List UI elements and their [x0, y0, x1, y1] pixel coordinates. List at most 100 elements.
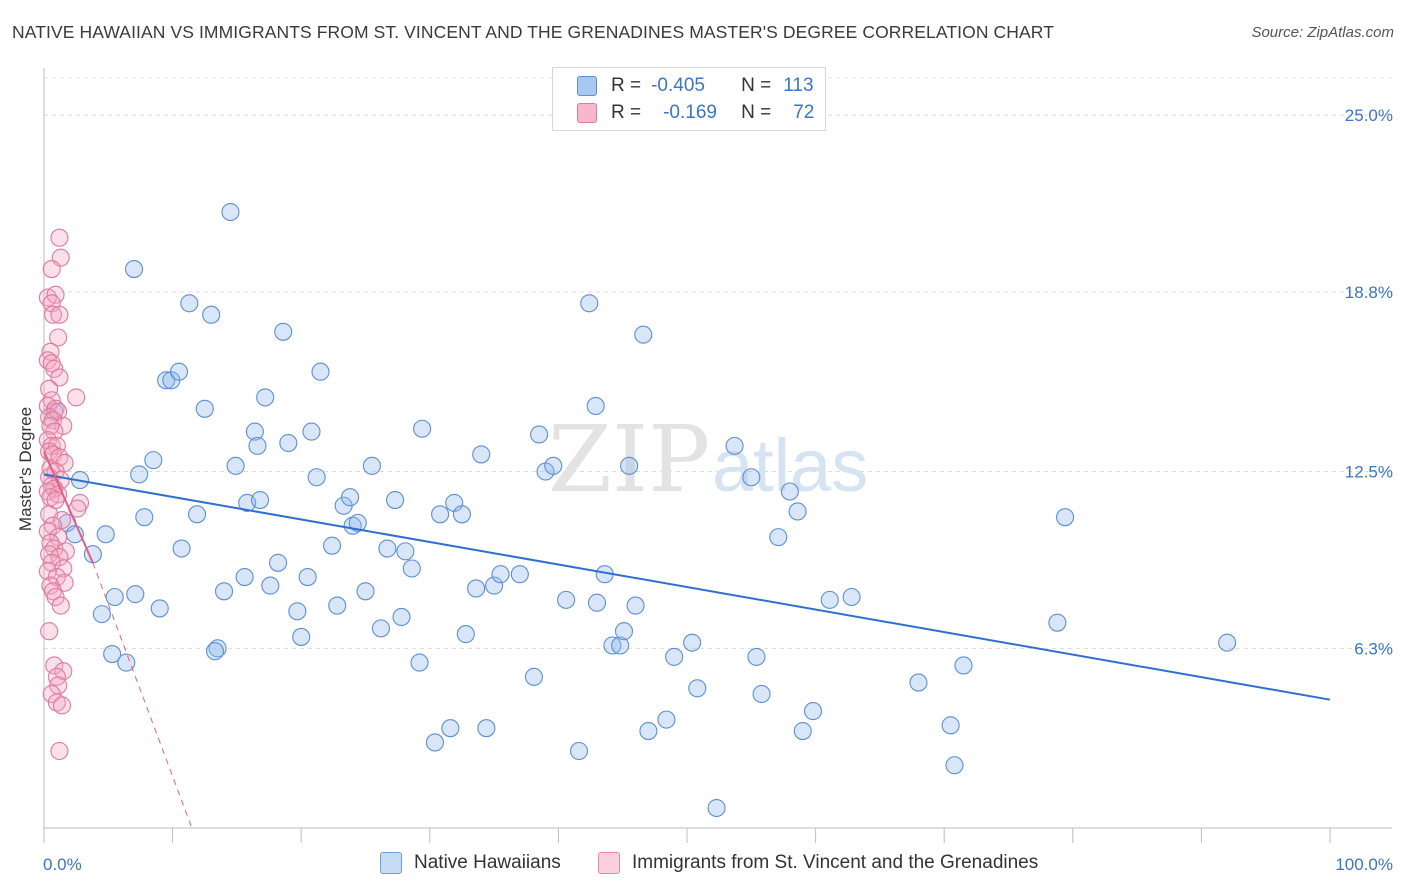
point-native-hawaiians: [587, 593, 607, 612]
y-axis-label: Master's Degree: [16, 407, 35, 531]
point-native-hawaiians: [248, 436, 267, 455]
point-native-hawaiians: [431, 505, 450, 524]
point-native-hawaiians: [410, 653, 429, 672]
point-native-hawaiians: [187, 505, 207, 524]
point-native-hawaiians: [485, 576, 504, 595]
point-native-hawaiians: [634, 325, 653, 344]
point-native-hawaiians: [402, 559, 421, 578]
point-immigrants: [38, 562, 57, 581]
y-tick-label: 18.8%: [1345, 283, 1393, 302]
legend-swatch-blue: [577, 76, 597, 96]
point-native-hawaiians: [1056, 508, 1075, 527]
legend-row-immigrants: R = -0.169 N = 72: [577, 101, 814, 125]
point-native-hawaiians: [117, 653, 136, 672]
point-immigrants: [49, 402, 68, 421]
trend-lines: [43, 451, 1331, 829]
bottom-legend-label: Immigrants from St. Vincent and the Gren…: [632, 852, 1039, 873]
point-native-hawaiians: [150, 599, 169, 618]
point-immigrants: [45, 539, 64, 558]
point-native-hawaiians: [245, 422, 264, 441]
point-native-hawaiians: [311, 362, 330, 381]
point-native-hawaiians: [323, 536, 342, 555]
point-native-hawaiians: [362, 456, 381, 475]
point-native-hawaiians: [425, 733, 444, 752]
point-immigrants: [49, 328, 68, 347]
point-native-hawaiians: [135, 508, 154, 527]
point-native-hawaiians: [274, 322, 293, 341]
y-tick-label: 12.5%: [1345, 463, 1393, 482]
point-native-hawaiians: [530, 425, 549, 444]
y-tick-label: 25.0%: [1345, 106, 1393, 125]
point-native-hawaiians: [256, 388, 275, 407]
point-native-hawaiians: [477, 719, 496, 738]
point-immigrants: [52, 510, 72, 530]
point-native-hawaiians: [1218, 633, 1237, 652]
point-native-hawaiians: [657, 710, 676, 729]
point-native-hawaiians: [954, 656, 973, 675]
point-immigrants: [45, 656, 64, 675]
point-native-hawaiians: [620, 456, 639, 475]
point-native-hawaiians: [396, 542, 415, 561]
point-native-hawaiians: [665, 647, 684, 666]
point-native-hawaiians: [569, 741, 589, 761]
point-native-hawaiians: [510, 565, 529, 584]
point-native-hawaiians: [96, 525, 115, 544]
point-native-hawaiians: [235, 567, 254, 587]
point-native-hawaiians: [557, 590, 576, 609]
point-native-hawaiians: [195, 399, 214, 418]
point-native-hawaiians: [279, 433, 298, 453]
grid-lines: [44, 77, 1392, 649]
point-native-hawaiians: [250, 491, 270, 510]
point-native-hawaiians: [169, 362, 189, 381]
legend-n-label: N =: [741, 75, 772, 96]
point-native-hawaiians: [441, 719, 460, 738]
point-native-hawaiians: [92, 605, 111, 624]
point-native-hawaiians: [386, 491, 405, 510]
point-immigrants: [46, 285, 65, 304]
bottom-legend-label: Native Hawaiians: [414, 852, 561, 873]
point-native-hawaiians: [639, 721, 658, 741]
legend-r-label: R =: [611, 102, 642, 123]
point-native-hawaiians: [747, 647, 766, 666]
point-native-hawaiians: [683, 633, 702, 652]
legend-n-label: N =: [741, 102, 772, 123]
point-native-hawaiians: [144, 451, 163, 470]
point-native-hawaiians: [611, 636, 630, 655]
point-native-hawaiians: [803, 702, 823, 721]
point-native-hawaiians: [945, 756, 964, 775]
point-native-hawaiians: [298, 567, 317, 587]
bottom-legend-native-hawaiians: Native Hawaiians: [380, 852, 561, 874]
point-native-hawaiians: [614, 622, 634, 641]
point-native-hawaiians: [157, 371, 176, 390]
point-immigrants: [54, 416, 73, 435]
point-native-hawaiians: [909, 673, 928, 692]
point-native-hawaiians: [103, 644, 122, 664]
point-native-hawaiians: [371, 619, 390, 638]
point-immigrants: [50, 741, 69, 761]
bottom-legend-immigrants: Immigrants from St. Vincent and the Gren…: [598, 852, 1038, 874]
point-native-hawaiians: [124, 260, 144, 279]
point-native-hawaiians: [769, 528, 788, 547]
point-native-hawaiians: [392, 607, 411, 627]
point-native-hawaiians: [780, 482, 799, 501]
point-native-hawaiians: [180, 294, 199, 313]
point-native-hawaiians: [456, 625, 475, 644]
point-immigrants: [42, 260, 61, 279]
point-native-hawaiians: [214, 582, 234, 601]
data-points: [38, 202, 1237, 818]
x-tick-label: 0.0%: [43, 855, 82, 874]
point-native-hawaiians: [288, 602, 307, 621]
point-immigrants: [43, 305, 63, 324]
bottom-legend-swatch-pink: [598, 852, 620, 874]
point-native-hawaiians: [725, 436, 744, 455]
point-native-hawaiians: [302, 422, 321, 441]
watermark-zip: ZIP: [548, 406, 710, 513]
trend-line-immigrants-extension: [92, 562, 193, 829]
legend-r-label: R =: [611, 75, 642, 96]
point-immigrants: [67, 388, 86, 407]
point-native-hawaiians: [307, 468, 326, 487]
point-native-hawaiians: [261, 576, 280, 595]
point-native-hawaiians: [742, 468, 761, 487]
legend-n-value: 72: [793, 102, 815, 123]
